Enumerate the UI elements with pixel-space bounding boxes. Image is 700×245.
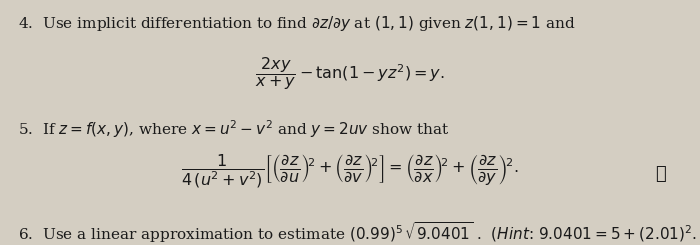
Text: 4.  Use implicit differentiation to find $\partial z/\partial y$ at $(1,1)$ give: 4. Use implicit differentiation to find … [18,14,575,33]
Text: $\dfrac{1}{4\,(u^2+v^2)}\left[\left(\dfrac{\partial z}{\partial u}\right)^{\!2}+: $\dfrac{1}{4\,(u^2+v^2)}\left[\left(\dfr… [181,152,519,190]
Text: 👌: 👌 [654,165,666,183]
Text: 5.  If $z = f(x,y)$, where $x = u^2 - v^2$ and $y = 2uv$ show that: 5. If $z = f(x,y)$, where $x = u^2 - v^2… [18,118,449,140]
Text: 6.  Use a linear approximation to estimate $(0.99)^5\,\sqrt{9.0401}$ .  $(\mathi: 6. Use a linear approximation to estimat… [18,220,700,245]
Text: $\dfrac{2xy}{x+y} - \tan(1-yz^2) = y.$: $\dfrac{2xy}{x+y} - \tan(1-yz^2) = y.$ [255,55,445,92]
